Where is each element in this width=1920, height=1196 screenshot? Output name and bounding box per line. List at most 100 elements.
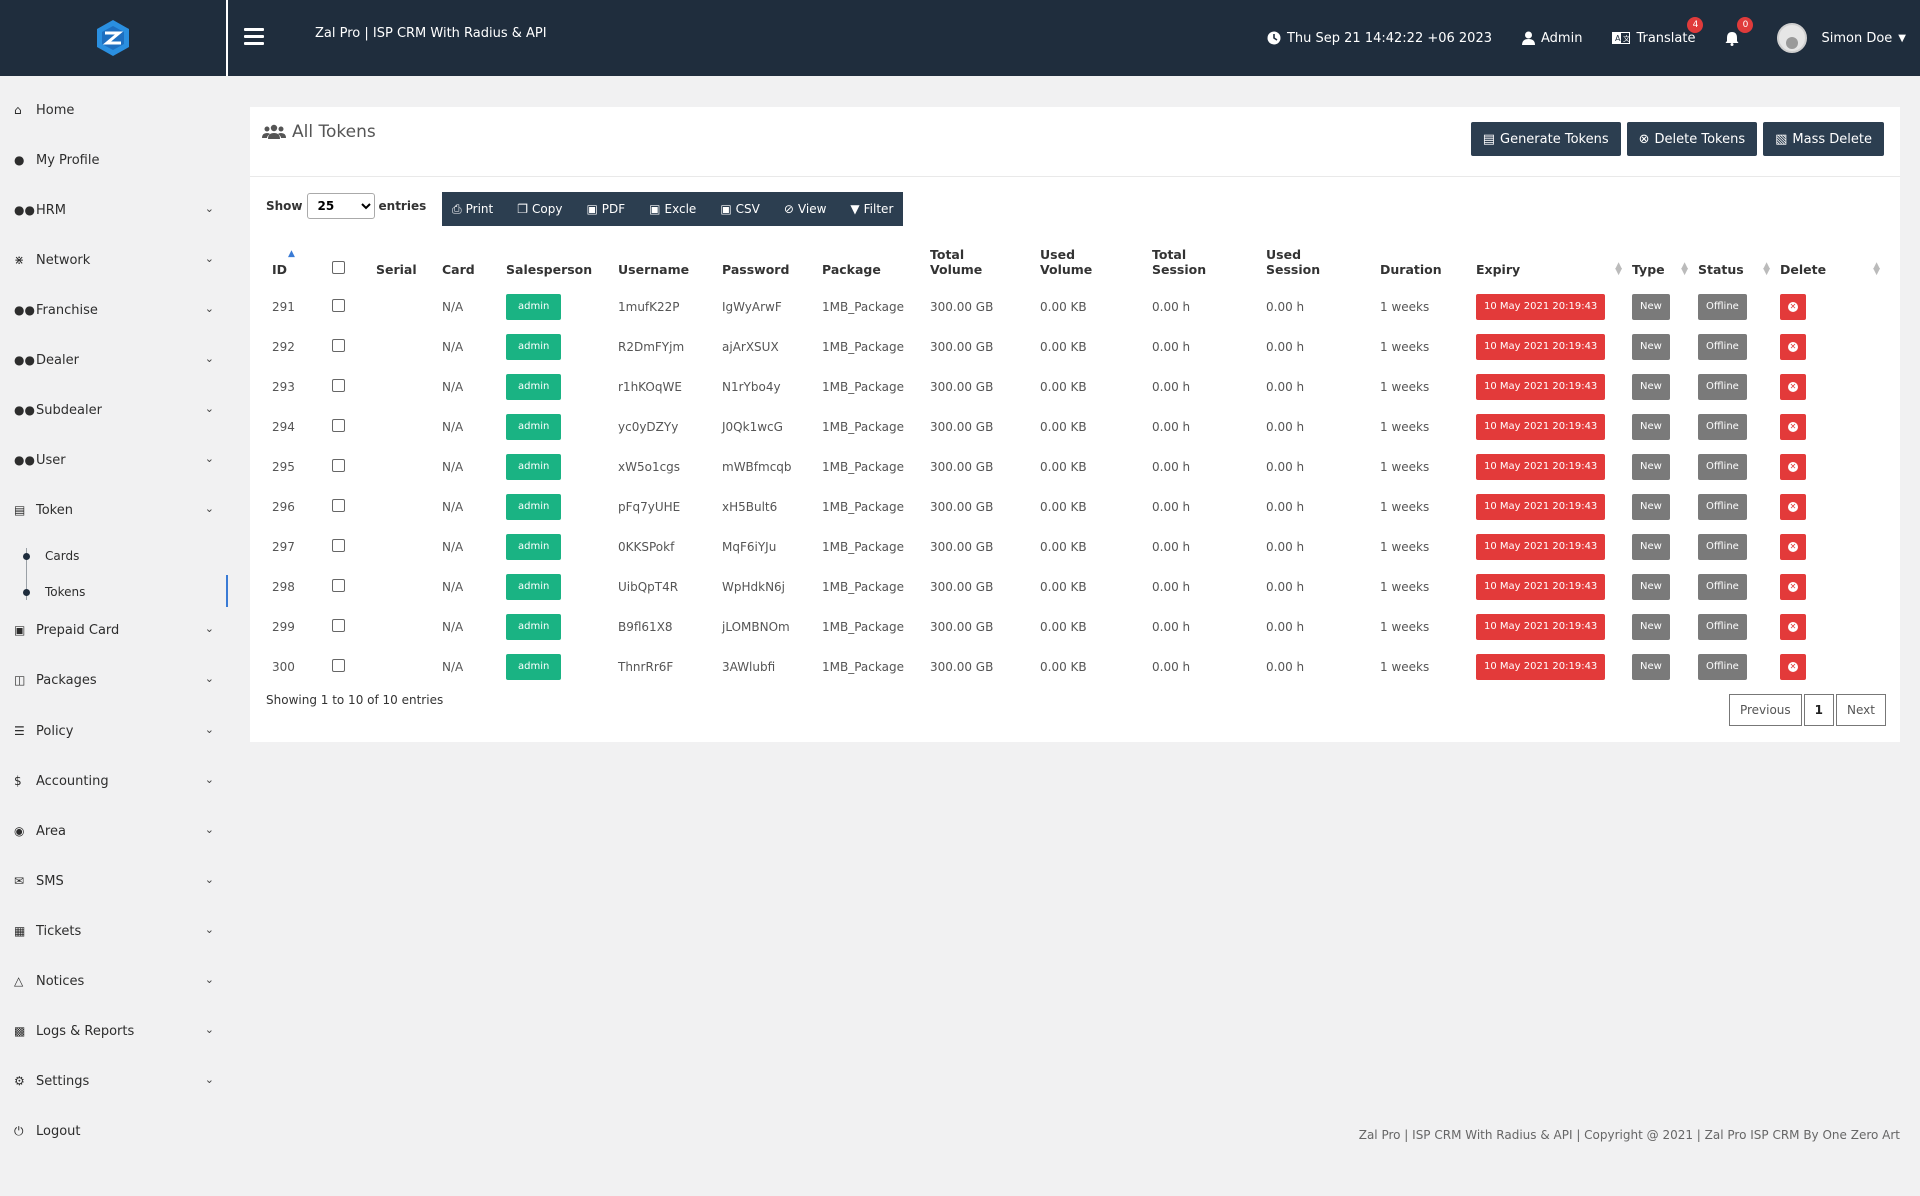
column-header-status[interactable]: Status ▲ ▼ [1692, 235, 1774, 287]
sidebar-item-user[interactable]: ●● User ⌄ [14, 446, 214, 474]
row-checkbox[interactable] [332, 619, 345, 632]
csv-button[interactable]: ▣ CSV [720, 202, 760, 216]
sidebar-item-packages[interactable]: ◫ Packages ⌄ [14, 666, 214, 694]
entries-select[interactable]: 25 [306, 193, 375, 219]
delete-tokens-button[interactable]: ⊗ Delete Tokens [1626, 122, 1758, 156]
row-checkbox[interactable] [332, 579, 345, 592]
sidebar-item-label: Franchise [36, 302, 98, 318]
cell-total-volume: 300.00 GB [930, 340, 994, 354]
cell-duration: 1 weeks [1380, 580, 1430, 594]
salesperson-badge: admin [506, 494, 562, 520]
column-header-duration[interactable]: Duration [1380, 262, 1442, 277]
excel-button[interactable]: ▣ Excle [649, 202, 696, 216]
column-header-password[interactable]: Password [722, 262, 790, 277]
row-checkbox[interactable] [332, 659, 345, 672]
next-page-button[interactable]: Next [1836, 694, 1886, 726]
delete-row-button[interactable]: ✕ [1780, 334, 1806, 360]
column-header-select[interactable] [326, 235, 370, 287]
row-checkbox[interactable] [332, 299, 345, 312]
packages-icon: ◫ [14, 673, 26, 687]
mass-delete-button[interactable]: ▧ Mass Delete [1763, 122, 1884, 156]
sidebar-item-policy[interactable]: ☰ Policy ⌄ [14, 717, 214, 745]
sidebar-item-token[interactable]: ▤ Token ⌄ [14, 496, 214, 524]
brand-logo[interactable] [0, 0, 228, 76]
sidebar-item-franchise[interactable]: ●● Franchise ⌄ [14, 296, 214, 324]
user-menu[interactable]: Simon Doe ▼ [1777, 23, 1906, 53]
column-header-serial[interactable]: Serial [376, 262, 417, 277]
row-checkbox[interactable] [332, 459, 345, 472]
delete-row-button[interactable]: ✕ [1780, 414, 1806, 440]
cell-type: New [1626, 647, 1692, 687]
delete-row-button[interactable]: ✕ [1780, 534, 1806, 560]
previous-page-button[interactable]: Previous [1728, 694, 1802, 726]
cell-salesperson: admin [500, 527, 612, 567]
row-checkbox[interactable] [332, 419, 345, 432]
delete-row-button[interactable]: ✕ [1780, 654, 1806, 680]
delete-row-button[interactable]: ✕ [1780, 614, 1806, 640]
column-header-card[interactable]: Card [442, 262, 475, 277]
cell-total-session: 0.00 h [1152, 660, 1191, 674]
user-icon: ● [14, 153, 25, 167]
admin-link[interactable]: Admin [1522, 31, 1582, 46]
select-all-checkbox[interactable] [332, 261, 345, 274]
cell-duration: 1 weeks [1380, 460, 1430, 474]
copy-button[interactable]: ❐ Copy [517, 202, 562, 216]
sidebar-item-settings[interactable]: ⚙ Settings ⌄ [14, 1067, 214, 1095]
sidebar-item-my-profile[interactable]: ● My Profile [14, 146, 214, 174]
column-header-username[interactable]: Username [618, 262, 690, 277]
column-header-salesperson[interactable]: Salesperson [506, 262, 593, 277]
menu-toggle-icon[interactable] [244, 28, 264, 46]
sidebar-item-sms[interactable]: ✉ SMS ⌄ [14, 867, 214, 895]
sidebar-item-notices[interactable]: △ Notices ⌄ [14, 967, 214, 995]
row-checkbox[interactable] [332, 539, 345, 552]
delete-row-button[interactable]: ✕ [1780, 454, 1806, 480]
pdf-button[interactable]: ▣ PDF [586, 202, 625, 216]
sidebar-item-label: Prepaid Card [36, 622, 120, 638]
status-badge: Offline [1698, 454, 1747, 480]
sidebar-item-home[interactable]: ⌂ Home [14, 96, 214, 124]
sidebar-item-accounting[interactable]: $ Accounting ⌄ [14, 767, 214, 795]
sidebar-item-network[interactable]: ⋇ Network ⌄ [14, 246, 214, 274]
column-header-delete[interactable]: Delete ▲ ▼ [1774, 235, 1884, 287]
column-header-type[interactable]: Type ▲ ▼ [1626, 235, 1692, 287]
cell-used-volume: 0.00 KB [1040, 300, 1087, 314]
column-header-used-volume[interactable]: Used Volume [1034, 235, 1146, 287]
cell-package: 1MB_Package [822, 460, 904, 474]
column-header-total-session[interactable]: Total Session [1146, 235, 1260, 287]
sidebar-item-tickets[interactable]: ▦ Tickets ⌄ [14, 917, 214, 945]
sidebar-subitem-cards[interactable]: Cards [45, 549, 80, 563]
column-header-used-session[interactable]: Used Session [1260, 235, 1374, 287]
column-header-id[interactable]: ▲ ID [266, 235, 326, 287]
sidebar-item-prepaid-card[interactable]: ▣ Prepaid Card ⌄ [14, 616, 214, 644]
sidebar-item-logout[interactable]: ⏻ Logout [14, 1117, 214, 1145]
card-icon: ▣ [14, 623, 26, 637]
delete-row-button[interactable]: ✕ [1780, 574, 1806, 600]
sidebar-item-dealer[interactable]: ●● Dealer ⌄ [14, 346, 214, 374]
row-checkbox[interactable] [332, 339, 345, 352]
sidebar-item-logs-reports[interactable]: ▩ Logs & Reports ⌄ [14, 1017, 214, 1045]
generate-tokens-button[interactable]: ▤ Generate Tokens [1470, 122, 1621, 156]
sidebar-item-area[interactable]: ◉ Area ⌄ [14, 817, 214, 845]
csv-label: CSV [735, 202, 760, 216]
row-checkbox[interactable] [332, 379, 345, 392]
current-page-button[interactable]: 1 [1803, 694, 1835, 726]
view-button[interactable]: ⊘ View [784, 202, 827, 216]
sidebar-item-subdealer[interactable]: ●● Subdealer ⌄ [14, 396, 214, 424]
column-header-package[interactable]: Package [822, 262, 881, 277]
print-button[interactable]: ⎙ Print [452, 202, 493, 217]
row-checkbox[interactable] [332, 499, 345, 512]
cell-delete: ✕ [1774, 367, 1884, 407]
sidebar-item-hrm[interactable]: ●● HRM ⌄ [14, 196, 214, 224]
delete-row-button[interactable]: ✕ [1780, 374, 1806, 400]
filter-button[interactable]: ▼ Filter [850, 202, 893, 216]
clock-icon [1267, 31, 1281, 45]
notifications-button[interactable]: 0 [1725, 16, 1754, 46]
table-header-row: ▲ ID Serial Card Salesperson Username Pas… [266, 235, 1884, 287]
sidebar-subitem-tokens[interactable]: Tokens [45, 585, 86, 599]
column-header-expiry[interactable]: Expiry ▲ ▼ [1470, 235, 1626, 287]
delete-row-button[interactable]: ✕ [1780, 294, 1806, 320]
status-badge: Offline [1698, 534, 1747, 560]
delete-row-button[interactable]: ✕ [1780, 494, 1806, 520]
column-header-total-volume[interactable]: Total Volume [924, 235, 1034, 287]
